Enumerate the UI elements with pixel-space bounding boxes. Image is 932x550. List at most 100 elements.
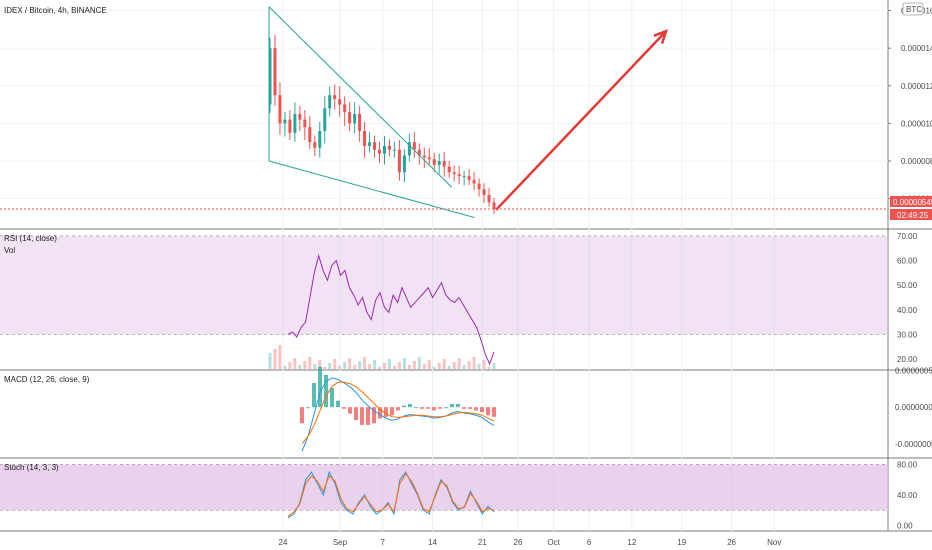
macd-pane[interactable]: MACD (12, 26, close, 9): [4, 366, 496, 452]
candle-body: [348, 112, 352, 124]
macd-histogram-bar: [432, 407, 436, 411]
candle-body: [363, 130, 367, 146]
macd-histogram-bar: [450, 403, 454, 408]
candle-body: [303, 119, 307, 128]
candle-body: [407, 142, 411, 156]
macd-histogram-bar: [336, 400, 340, 408]
candle-body: [477, 183, 481, 190]
rsi-band: [0, 235, 888, 335]
stoch-pane[interactable]: Stoch (14, 3, 3): [0, 463, 888, 519]
volume-bar: [467, 361, 471, 369]
volume-bar: [338, 366, 342, 369]
candle-body: [427, 157, 431, 160]
candle-body: [273, 48, 277, 96]
volume-bar: [427, 360, 431, 369]
candle-body: [472, 179, 476, 184]
candle-body: [382, 145, 386, 154]
stoch-d-line: [287, 472, 495, 517]
volume-bar: [457, 358, 461, 369]
currency-badge[interactable]: BTC: [902, 2, 924, 16]
candle-body: [467, 176, 471, 180]
macd-histogram-bar: [426, 407, 430, 409]
rsi-tick-label: 40.00: [897, 306, 918, 315]
current-price-label: 0.00000545: [893, 198, 932, 207]
price-tag: 0.00000545 02:49:25: [890, 196, 932, 220]
macd-histogram-bar: [372, 407, 376, 424]
price-tag-box: [890, 196, 932, 207]
candle-body: [417, 149, 421, 156]
candle-body: [283, 119, 287, 124]
price-tick-label: 0.00000800: [901, 157, 932, 166]
volume-bar: [407, 365, 411, 369]
currency-badge-text: BTC: [906, 5, 922, 14]
wedge-upper-line: [268, 6, 453, 188]
stoch-title: Stoch (14, 3, 3): [4, 463, 59, 472]
candle-body: [457, 174, 461, 177]
macd-histogram-bar: [366, 407, 370, 425]
macd-histogram-bar: [474, 407, 478, 411]
time-tick-label: Oct: [547, 538, 560, 547]
wedge-lower-line: [268, 160, 475, 218]
countdown-box: [890, 209, 932, 220]
volume-bar: [273, 349, 277, 369]
macd-histogram-bar: [444, 407, 448, 409]
macd-histogram-bar: [438, 407, 442, 409]
macd-histogram-bar: [468, 407, 472, 409]
volume-bar: [462, 365, 466, 369]
candle-body: [308, 127, 312, 143]
rsi-tick-label: 30.00: [897, 331, 918, 340]
candle-body: [373, 142, 377, 150]
rsi-line: [287, 253, 495, 366]
macd-tick-label: 0.00000000: [895, 403, 932, 412]
macd-histogram-bar: [318, 366, 322, 408]
price-pane[interactable]: IDEX / Bitcoin, 4h, BINANCE: [0, 6, 888, 218]
volume-bar: [447, 366, 451, 369]
macd-histogram-bar: [306, 407, 310, 409]
rsi-tick-label: 50.00: [897, 281, 918, 290]
candle-body: [338, 98, 342, 105]
rsi-axis[interactable]: 70.00 60.00 50.00 40.00 30.00 20.00: [897, 232, 918, 364]
stoch-axis[interactable]: 80.00 40.00 0.00: [897, 461, 918, 531]
candle-body: [432, 159, 436, 165]
macd-histogram-bar: [354, 407, 358, 421]
stoch-tick-label: 80.00: [897, 461, 918, 470]
stoch-tick-label: 40.00: [897, 491, 918, 500]
volume-bar: [318, 360, 322, 369]
candle-body: [278, 95, 282, 124]
time-axis[interactable]: 24 Sep 7 14 21 26 Oct 6 12 19 26 Nov: [279, 538, 782, 547]
volume-bar: [437, 363, 441, 369]
volume-bar: [412, 361, 416, 369]
macd-histogram-bar: [330, 387, 334, 408]
macd-histogram-bar: [360, 407, 364, 425]
rsi-pane[interactable]: RSI (14, close) Vol: [0, 234, 888, 369]
volume-bar: [373, 360, 377, 369]
volume-bar: [452, 362, 456, 369]
macd-histogram-bar: [312, 382, 316, 408]
candle-body: [333, 95, 337, 99]
time-tick-label: 19: [677, 538, 686, 547]
macd-histogram-bar: [390, 407, 394, 416]
macd-histogram-bar: [384, 407, 388, 417]
volume-bar: [278, 345, 282, 369]
time-tick-label: 24: [279, 538, 288, 547]
macd-histogram-bar: [486, 407, 490, 416]
volume-bar: [378, 367, 382, 369]
price-tick-label: 0.00001200: [901, 82, 932, 91]
candle-body: [452, 172, 456, 175]
candle-body: [268, 48, 272, 105]
candle-body: [392, 149, 396, 151]
price-axis[interactable]: 0.000016000.000014000.000012000.00001000…: [888, 7, 932, 204]
macd-histogram: [300, 366, 496, 425]
volume-bar: [382, 363, 386, 369]
volume-bar: [432, 367, 436, 369]
candle-body: [298, 114, 302, 120]
volume-bar: [402, 358, 406, 369]
candle-body: [293, 114, 297, 133]
volume-bar: [313, 364, 317, 369]
candle-body: [343, 104, 347, 113]
stoch-band: [0, 464, 888, 511]
